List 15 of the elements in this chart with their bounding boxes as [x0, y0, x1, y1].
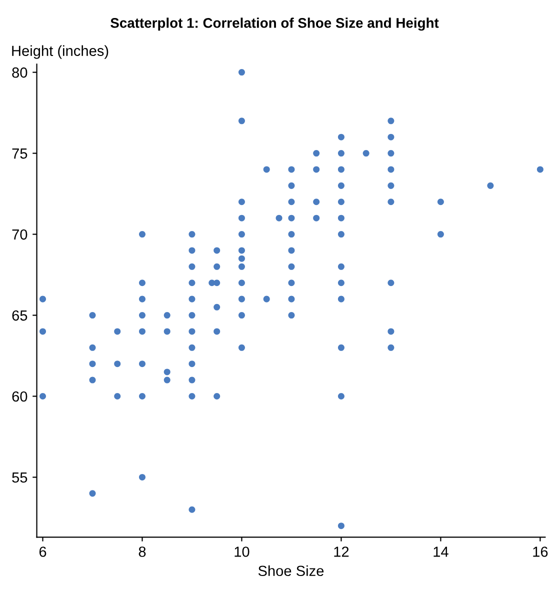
chart-title: Scatterplot 1: Correlation of Shoe Size and Height — [110, 18, 439, 31]
y-tick-label: 60 — [12, 391, 28, 402]
y-tick-label: 75 — [12, 148, 28, 159]
x-tick-label: 12 — [334, 546, 349, 557]
x-tick-label: 10 — [234, 546, 250, 557]
x-axis-title: Shoe Size — [258, 565, 324, 576]
x-tick-label: 16 — [533, 546, 548, 557]
x-tick-label: 8 — [138, 546, 146, 557]
y-axis-title: Height (inches) — [12, 45, 108, 59]
x-tick-label: 14 — [434, 546, 448, 557]
y-tick-label: 70 — [12, 229, 28, 240]
y-tick-label: 55 — [12, 472, 28, 483]
x-tick-label: 6 — [39, 546, 46, 557]
y-tick-label: 65 — [12, 310, 28, 321]
y-tick-label: 80 — [12, 67, 28, 78]
